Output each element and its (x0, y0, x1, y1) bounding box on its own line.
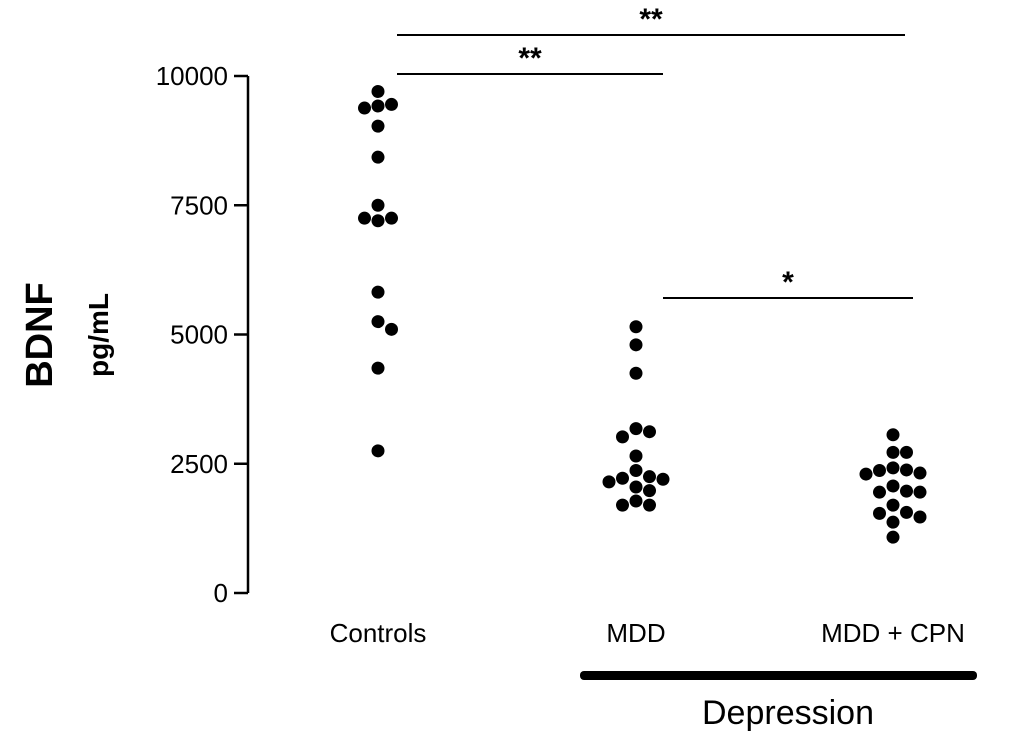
data-point (371, 150, 385, 164)
y-ticks: 0 2500 5000 7500 10000 (156, 61, 248, 608)
data-point (371, 444, 385, 458)
depression-group-bar (580, 671, 977, 680)
data-point (629, 449, 643, 463)
data-point (859, 467, 873, 481)
y-tick-label: 2500 (170, 449, 228, 479)
data-point (629, 366, 643, 380)
data-point (886, 515, 900, 529)
data-point (643, 484, 656, 498)
y-tick-label: 0 (214, 578, 228, 608)
y-tick-label: 5000 (170, 320, 228, 350)
data-point (629, 320, 643, 334)
data-point (629, 480, 643, 494)
data-point (886, 498, 900, 512)
data-point (873, 506, 886, 520)
data-point (629, 463, 643, 477)
data-point (371, 214, 385, 228)
data-point (371, 315, 385, 329)
data-point (616, 430, 629, 444)
data-point (629, 494, 643, 508)
data-point (629, 338, 643, 352)
data-point (886, 445, 900, 459)
data-point (886, 428, 900, 442)
depression-group: Depression (580, 671, 977, 732)
data-point (616, 498, 629, 512)
data-point (643, 498, 656, 512)
y-tick-label: 10000 (156, 61, 228, 91)
data-point (656, 472, 670, 486)
data-point (629, 422, 643, 436)
data-point (371, 99, 385, 113)
significance-bars: ***** (397, 3, 913, 299)
data-point (873, 485, 886, 499)
data-point (385, 322, 398, 336)
data-point (371, 285, 385, 299)
significance-label: ** (518, 42, 542, 75)
data-point (385, 97, 398, 111)
category-label: Controls (330, 618, 427, 648)
category-label: MDD (606, 618, 665, 648)
data-point (900, 505, 913, 519)
data-point (886, 461, 900, 475)
y-axis-label: BDNF (19, 282, 61, 388)
y-tick-label: 7500 (170, 190, 228, 220)
data-point (371, 198, 385, 212)
data-point (900, 463, 913, 477)
data-point (602, 475, 616, 489)
depression-group-label: Depression (702, 694, 874, 732)
data-point (643, 470, 656, 484)
data-point (886, 530, 900, 544)
category-label: MDD + CPN (821, 618, 965, 648)
data-point (900, 445, 913, 459)
category-labels: Controls MDD MDD + CPN (330, 618, 965, 648)
data-point (643, 425, 656, 439)
significance-label: * (782, 266, 794, 299)
data-point (873, 463, 886, 477)
data-point (913, 510, 927, 524)
data-point (886, 479, 900, 493)
y-axis-unit: pg/mL (83, 293, 114, 377)
data-point (371, 361, 385, 375)
data-point (371, 119, 385, 133)
y-axis-title: BDNF pg/mL (19, 282, 114, 388)
data-point (900, 484, 913, 498)
data-point (358, 101, 371, 115)
data-point (371, 85, 385, 99)
data-point (616, 471, 629, 485)
data-point (385, 211, 398, 225)
data-point (913, 485, 927, 499)
data-point (913, 466, 927, 480)
data-points (358, 85, 927, 544)
significance-label: ** (639, 3, 663, 36)
data-point (358, 211, 371, 225)
